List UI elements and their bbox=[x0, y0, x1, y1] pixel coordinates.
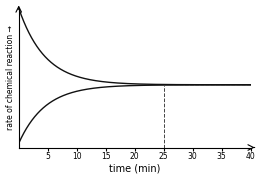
Y-axis label: rate of chemical reaction →: rate of chemical reaction → bbox=[5, 25, 15, 130]
X-axis label: time (min): time (min) bbox=[109, 163, 160, 173]
